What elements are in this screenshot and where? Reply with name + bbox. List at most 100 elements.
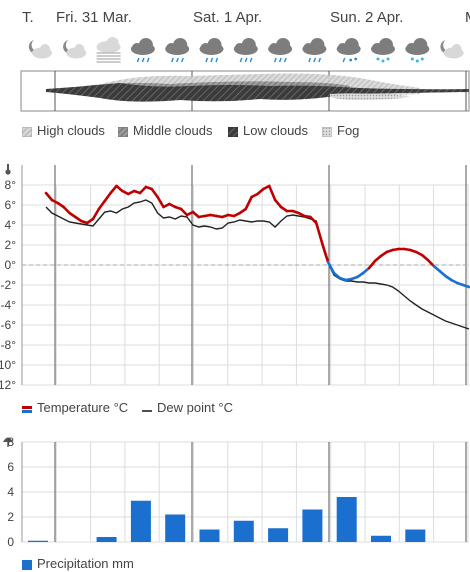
temperature-line-segment (367, 259, 377, 270)
temperature-line-segment (150, 187, 159, 199)
precip-y-tick-label: 4 (7, 485, 14, 499)
temp-y-tick-label: 6° (5, 198, 17, 212)
rain-cloud-icon (302, 38, 327, 63)
precipitation-bar (405, 529, 426, 542)
dew-point-line (45, 199, 470, 330)
temperature-line-segment (109, 184, 118, 195)
temperature-line-segment (320, 241, 330, 264)
temp-y-tick-label: -6° (1, 318, 17, 332)
precipitation-bar (371, 535, 391, 542)
temperature-line-segment (309, 215, 318, 225)
precipitation-bar (130, 500, 151, 542)
temp-y-tick-label: -10° (0, 358, 16, 372)
sleet-cloud-icon (336, 38, 361, 63)
temp-y-tick-label: 4° (5, 218, 17, 232)
legend-dew-point-label: Dew point °C (157, 400, 234, 415)
precipitation-bar (199, 529, 220, 542)
precipitation-chart: 8 6 4 2 0 (3, 435, 469, 549)
temp-y-tick-label: -2° (1, 278, 17, 292)
precipitation-bar (96, 537, 117, 542)
temperature-y-ticks: 8° 6° 4° 2° 0° -2° -4° -6° -8° -10° -12° (0, 178, 16, 392)
temp-y-tick-label: 2° (5, 238, 17, 252)
temperature-line-segment (461, 283, 470, 289)
precip-y-tick-label: 6 (7, 460, 14, 474)
precipitation-bar (302, 509, 323, 542)
temperature-line-segment (103, 191, 112, 203)
temp-y-tick-label: -12° (0, 378, 16, 392)
rain-cloud-icon (233, 38, 258, 63)
snow-cloud-icon (371, 38, 395, 63)
precipitation-bar (268, 528, 289, 542)
temp-y-tick-label: -8° (1, 338, 17, 352)
legend-fog: Fog (322, 123, 359, 138)
precipitation-y-ticks: 8 6 4 2 0 (7, 435, 14, 549)
legend-low-clouds: Low clouds (228, 123, 308, 138)
fog-cloud-icon (96, 37, 121, 63)
cloud-layers-chart (20, 70, 470, 112)
temperature-grid (21, 165, 469, 386)
day-label-monday: M (465, 9, 470, 26)
low-cloud-band (46, 83, 469, 102)
day-label-friday: Fri. 31 Mar. (56, 9, 132, 26)
legend-middle-clouds-label: Middle clouds (133, 123, 213, 138)
precipitation-swatch (22, 560, 32, 570)
precipitation-bar (336, 497, 357, 542)
temperature-line-segment (326, 260, 336, 275)
temperature-line-segment (179, 207, 189, 217)
rain-cloud-icon (165, 38, 190, 63)
day-label-saturday: Sat. 1 Apr. (193, 9, 263, 26)
fog-band (330, 93, 410, 100)
moon-cloud-icon (440, 40, 464, 59)
temp-y-tick-label: -4° (1, 298, 17, 312)
moon-cloud-icon (28, 40, 52, 59)
legend-high-clouds: High clouds (22, 123, 105, 138)
temperature-line-segment (62, 205, 71, 215)
rain-cloud-icon (199, 38, 224, 63)
rain-cloud-icon (268, 38, 293, 63)
temperature-line-segment (91, 207, 101, 221)
temperature-swatch (22, 406, 32, 413)
dew-point-swatch (142, 410, 152, 412)
temperature-line-segment (97, 199, 107, 211)
legend-low-clouds-label: Low clouds (243, 123, 309, 138)
precipitation-bar (233, 520, 254, 542)
thermometer-icon (5, 164, 11, 175)
legend-dew-point: Dew point °C (142, 400, 233, 415)
legend-middle-clouds: Middle clouds (118, 123, 213, 138)
precip-y-tick-label: 8 (7, 435, 14, 449)
day-label-today: T. (22, 9, 34, 26)
precip-y-tick-label: 2 (7, 510, 14, 524)
middle-clouds-swatch (118, 127, 128, 137)
legend-fog-label: Fog (337, 123, 360, 138)
temperature-line-segment (273, 198, 283, 209)
legend-precipitation: Precipitation mm (22, 556, 134, 571)
snow-cloud-icon (405, 38, 430, 63)
high-clouds-swatch (22, 127, 32, 137)
precip-y-tick-label: 0 (7, 535, 14, 549)
low-clouds-swatch (228, 127, 238, 137)
temperature-line-segment (244, 195, 253, 211)
legend-high-clouds-label: High clouds (37, 123, 105, 138)
fog-swatch (322, 127, 332, 137)
temperature-line-segment (267, 184, 277, 202)
day-label-sunday: Sun. 2 Apr. (330, 9, 404, 26)
temperature-lines (44, 184, 470, 330)
precipitation-bar (165, 514, 186, 542)
legend-temperature: Temperature °C (22, 400, 128, 415)
temperature-line-segment (138, 185, 148, 195)
temperature-line-segment (44, 191, 54, 202)
temperature-line-segment (314, 221, 324, 245)
moon-cloud-icon (63, 40, 87, 59)
precipitation-bar (28, 540, 48, 542)
temperature-line-segment (156, 195, 165, 209)
umbrella-icon (3, 437, 13, 447)
temp-y-tick-label: 0° (5, 258, 17, 272)
precipitation-bars (28, 497, 426, 542)
legend-temperature-label: Temperature °C (37, 400, 129, 415)
temperature-chart: 8° 6° 4° 2° 0° -2° -4° -6° -8° -10° -12° (0, 164, 470, 392)
temperature-line-segment (426, 258, 436, 268)
legend-precipitation-label: Precipitation mm (37, 556, 134, 571)
rain-cloud-icon (130, 38, 155, 63)
weather-icons-row (28, 37, 464, 63)
temp-y-tick-label: 8° (5, 178, 17, 192)
